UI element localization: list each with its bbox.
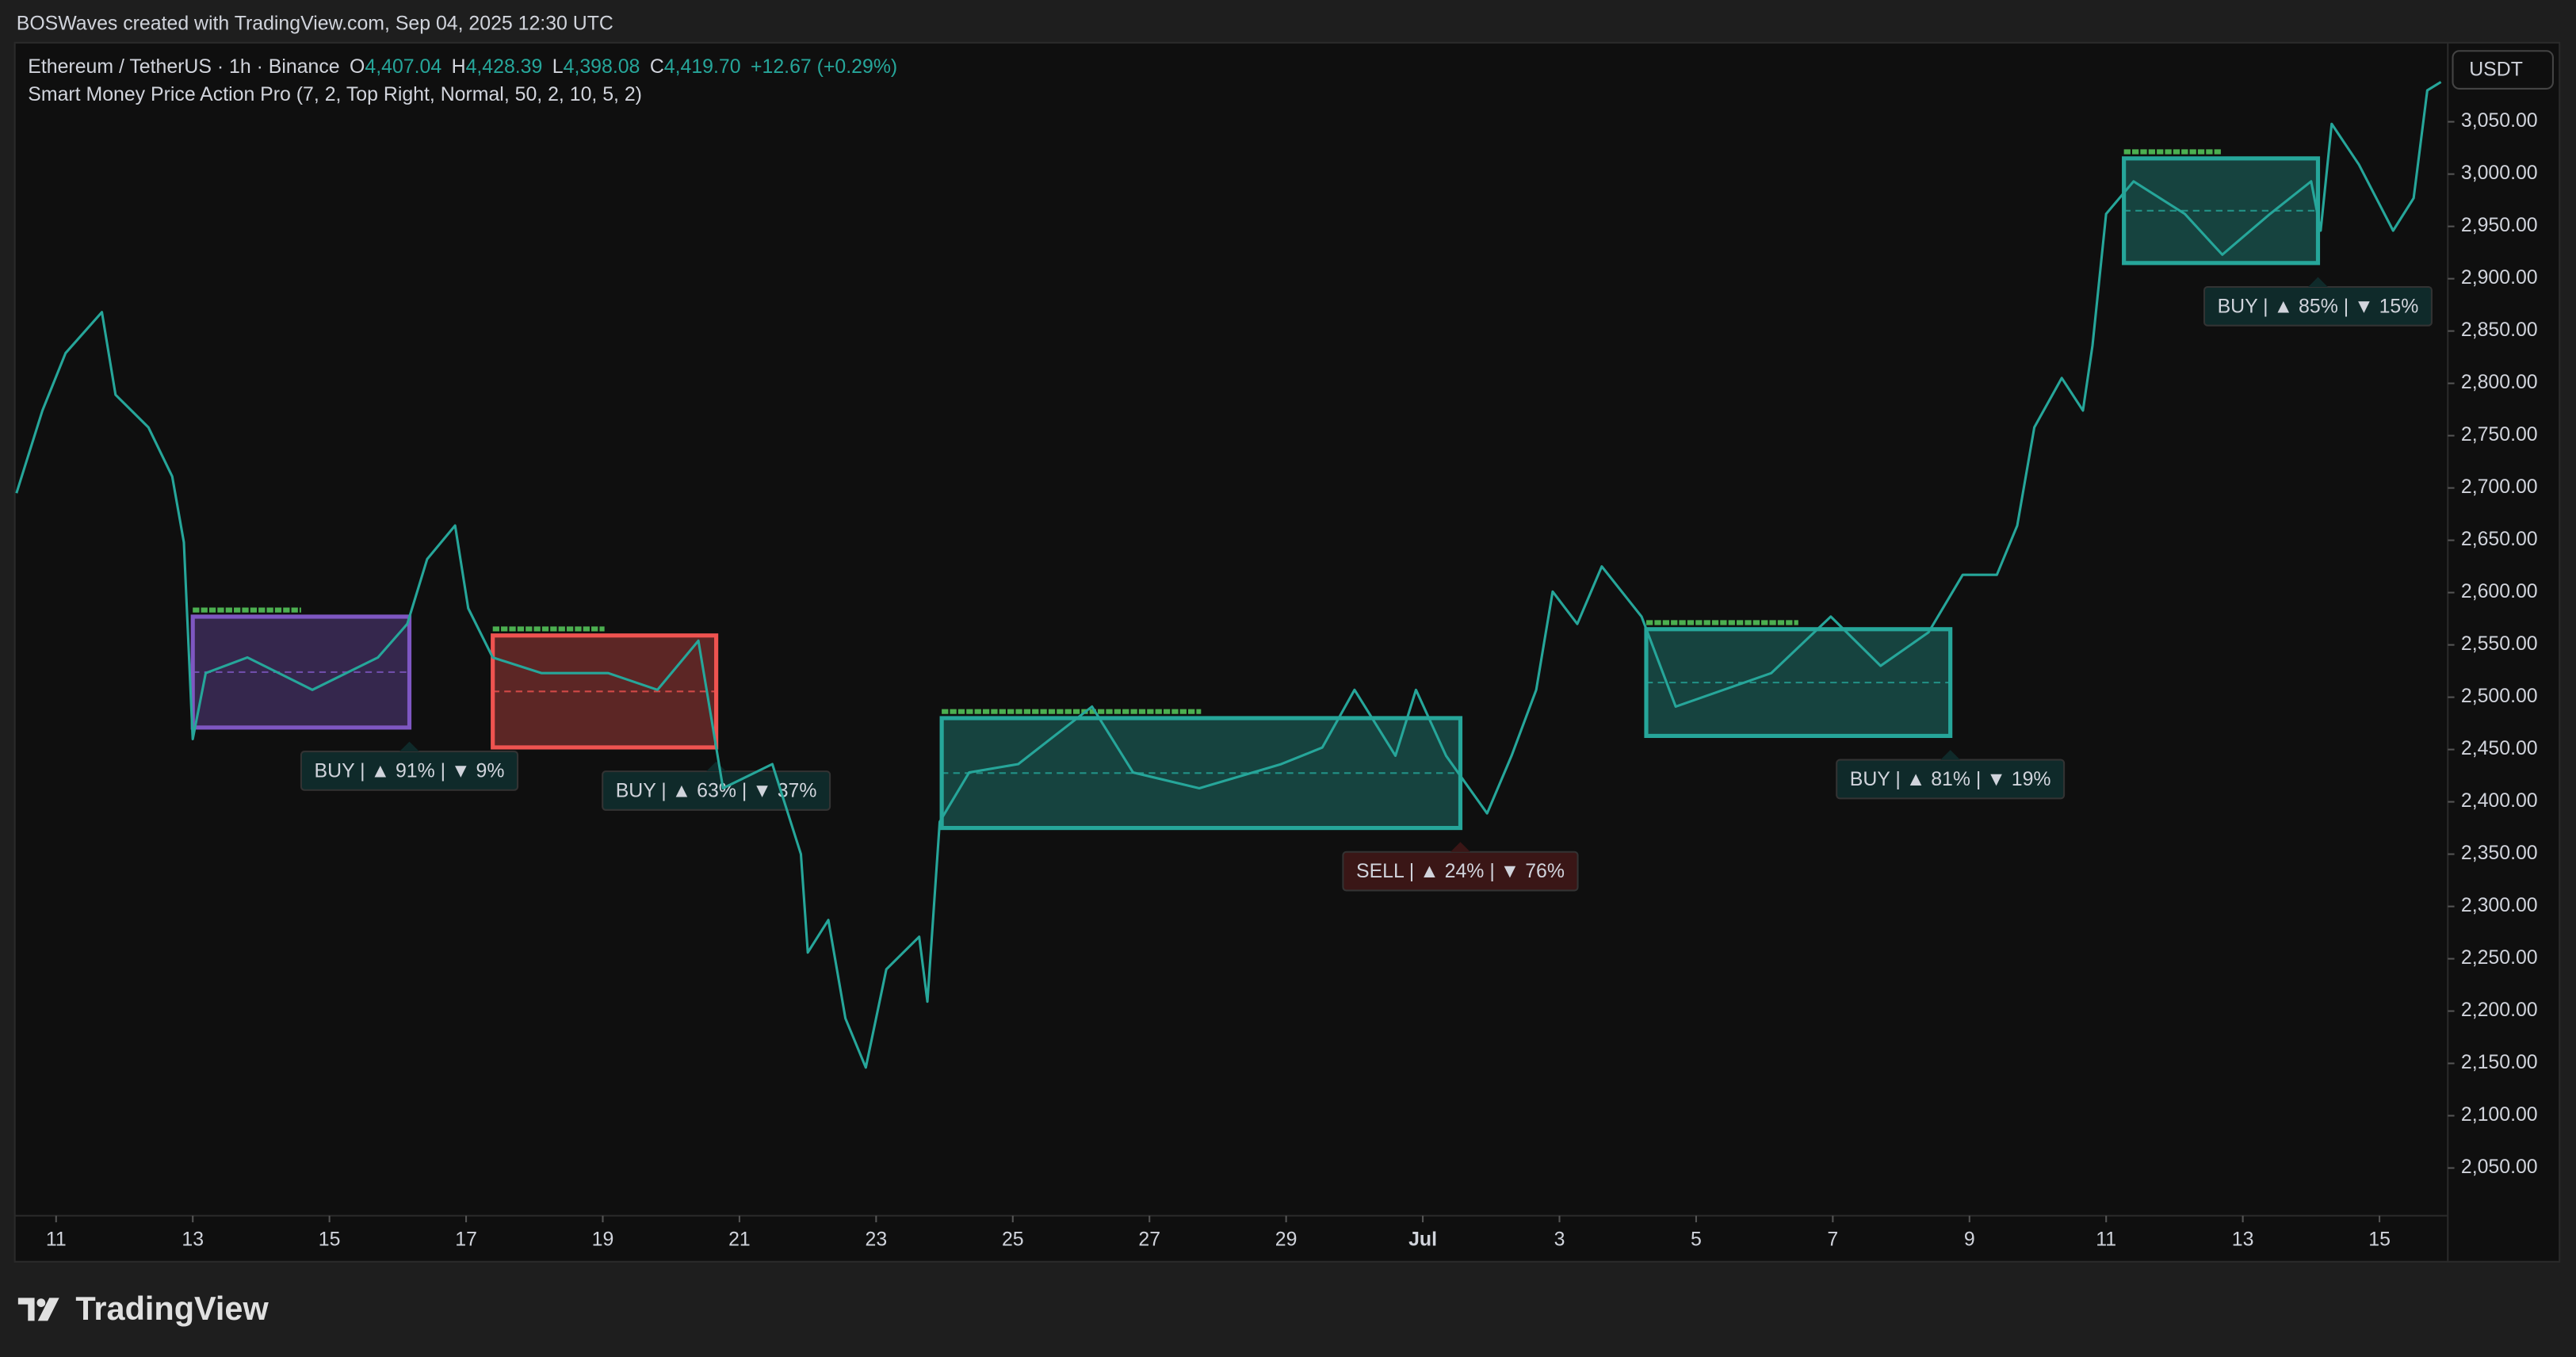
x-tick-label: 3 (1554, 1228, 1565, 1250)
x-tick-label: 5 (1691, 1228, 1702, 1250)
y-tick-label: 2,400.00 (2461, 789, 2538, 812)
y-tick-label: 2,150.00 (2461, 1051, 2538, 1073)
y-tick-label: 2,500.00 (2461, 685, 2538, 707)
ohlc-value: 4,428.39 (466, 55, 543, 78)
y-tick-label: 2,750.00 (2461, 423, 2538, 445)
ohlc-value: 4,407.04 (365, 55, 441, 78)
chart-panel (13, 41, 2561, 1263)
y-tick-label: 2,350.00 (2461, 842, 2538, 864)
zone-label-pointer (2308, 277, 2328, 287)
ohlc-value: 4,398.08 (564, 55, 640, 78)
ohlc-label: H (452, 55, 466, 78)
indicator: Smart Money Price Action Pro (7, 2, Top … (28, 83, 642, 105)
zone-label-pointer (1450, 842, 1470, 852)
x-tick-label: 9 (1964, 1228, 1975, 1250)
x-tick-label: 29 (1275, 1228, 1298, 1250)
x-tick-label: 15 (2368, 1228, 2391, 1250)
zone-label: BUY | ▲ 85% | ▼ 15% (2218, 295, 2419, 317)
x-tick-label: 23 (866, 1228, 888, 1250)
x-tick-label: 13 (182, 1228, 204, 1250)
x-tick-label: 7 (1827, 1228, 1838, 1250)
credit: BOSWaves created with TradingView.com, S… (17, 13, 613, 35)
y-tick-label: 3,050.00 (2461, 109, 2538, 132)
zone-label: BUY | ▲ 63% | ▼ 37% (616, 779, 817, 801)
y-tick-label: 2,850.00 (2461, 319, 2538, 341)
y-tick-label: 2,450.00 (2461, 737, 2538, 759)
y-tick-label: 2,600.00 (2461, 580, 2538, 602)
legend: Ethereum / TetherUS · 1h · Binance O4,407… (28, 55, 897, 78)
brand-logo (17, 1298, 59, 1321)
x-tick-label: 11 (2096, 1228, 2116, 1250)
brand: TradingView (75, 1290, 269, 1327)
x-tick-label: 11 (46, 1228, 67, 1250)
symbol: Ethereum / TetherUS · 1h · Binance (28, 55, 339, 78)
y-tick-label: 2,050.00 (2461, 1156, 2538, 1178)
change: +12.67 (+0.29%) (751, 55, 897, 78)
currency: USDT (2469, 59, 2523, 81)
x-tick-label: 15 (319, 1228, 341, 1250)
x-tick-label: 25 (1002, 1228, 1024, 1250)
x-tick-label: 19 (592, 1228, 614, 1250)
zone-label: SELL | ▲ 24% | ▼ 76% (1356, 860, 1565, 882)
x-tick-label: 13 (2232, 1228, 2254, 1250)
x-tick-label: 27 (1138, 1228, 1160, 1250)
y-tick-label: 2,200.00 (2461, 999, 2538, 1021)
legend-line: Ethereum / TetherUS · 1h · Binance O4,407… (28, 55, 897, 78)
zone-label: BUY | ▲ 81% | ▼ 19% (1850, 768, 2051, 790)
x-tick-label: 17 (455, 1228, 477, 1250)
ohlc-label: L (552, 55, 564, 78)
ohlc-value: 4,419.70 (664, 55, 741, 78)
zone-label: BUY | ▲ 91% | ▼ 9% (315, 759, 505, 782)
y-tick-label: 2,650.00 (2461, 528, 2538, 550)
y-tick-label: 3,000.00 (2461, 162, 2538, 184)
y-tick-label: 2,100.00 (2461, 1103, 2538, 1126)
x-tick-label: 21 (728, 1228, 751, 1250)
ohlc-label: O (350, 55, 365, 78)
currency-box[interactable] (2452, 50, 2554, 90)
zone-label-pointer (399, 741, 419, 752)
y-tick-label: 2,700.00 (2461, 476, 2538, 498)
y-tick-label: 2,550.00 (2461, 633, 2538, 655)
zone-label-pointer (706, 761, 727, 772)
ohlc-label: C (650, 55, 664, 78)
y-tick-label: 2,900.00 (2461, 266, 2538, 289)
x-tick-label: Jul (1408, 1228, 1437, 1250)
y-tick-label: 2,950.00 (2461, 214, 2538, 236)
y-tick-label: 2,800.00 (2461, 371, 2538, 393)
y-tick-label: 2,300.00 (2461, 894, 2538, 916)
price-line (15, 81, 2442, 1069)
y-tick-label: 2,250.00 (2461, 946, 2538, 969)
zone-label-pointer (1940, 750, 1961, 760)
